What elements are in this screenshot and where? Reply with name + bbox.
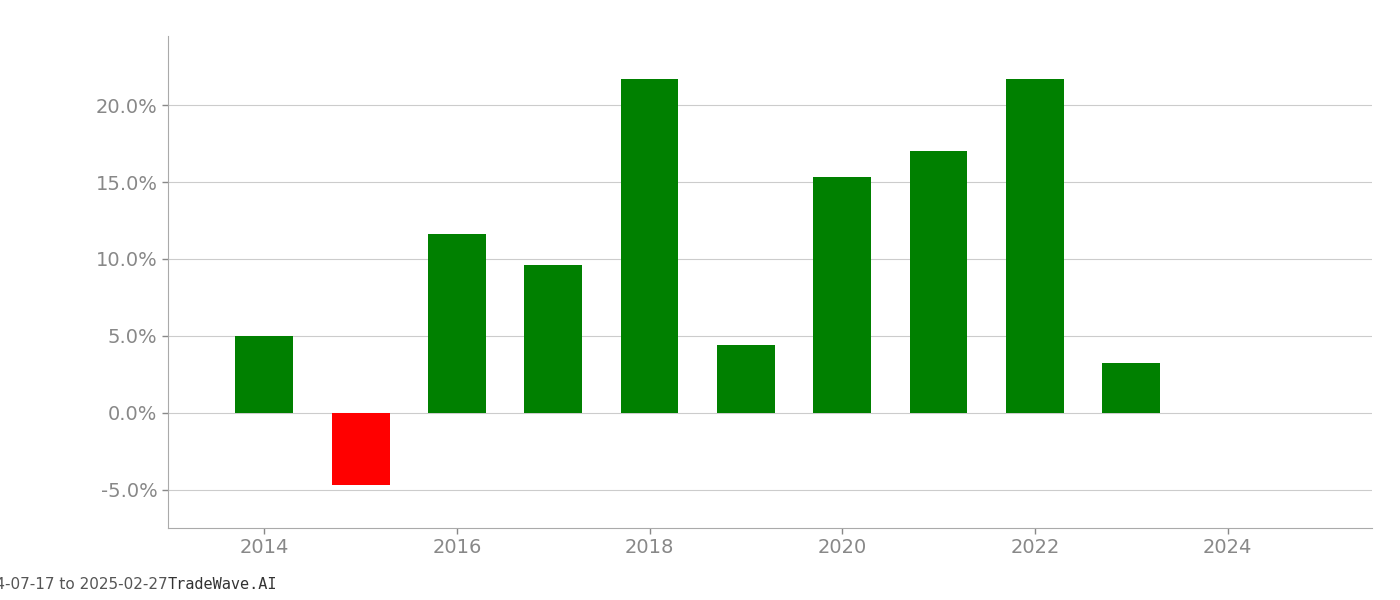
Bar [525,265,582,413]
Bar [332,413,389,485]
Bar [428,235,486,413]
Bar [235,336,293,413]
Bar [813,178,871,413]
Text: TradeWave.AI: TradeWave.AI [168,577,277,592]
Bar [1007,79,1064,413]
Text: LE TradeWave Gain Loss Barchart - 2024-07-17 to 2025-02-27: LE TradeWave Gain Loss Barchart - 2024-0… [0,577,168,592]
Bar [910,151,967,413]
Bar [620,79,679,413]
Bar [1102,364,1161,413]
Bar [717,345,774,413]
